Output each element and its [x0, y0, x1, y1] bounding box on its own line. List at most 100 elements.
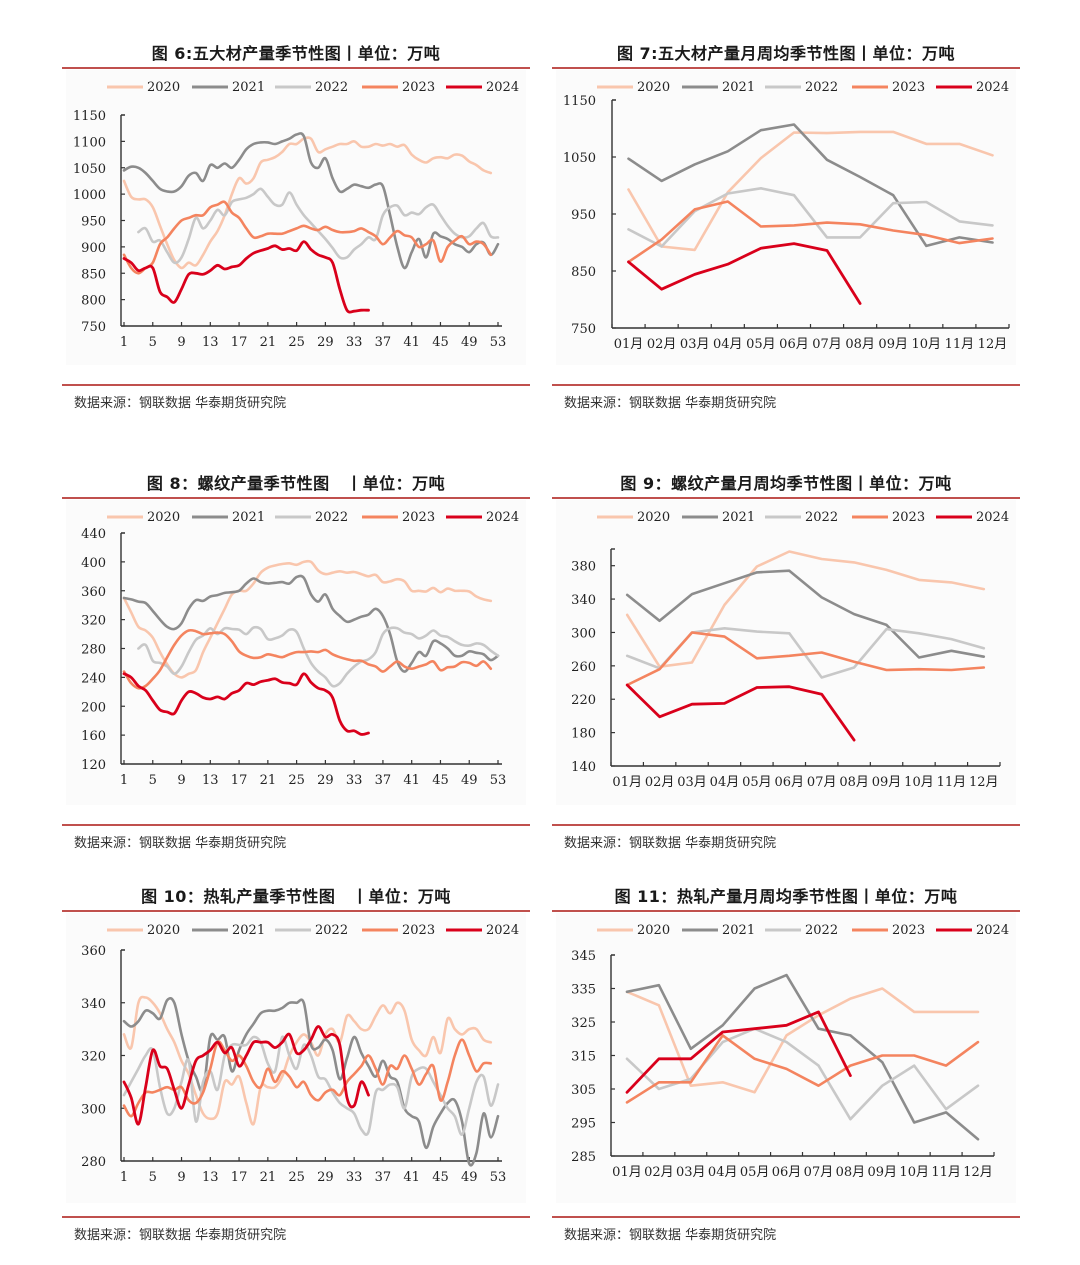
- x-tick-label: 1: [120, 335, 128, 350]
- source-note: 数据来源：钢联数据 华泰期货研究院: [564, 1228, 777, 1243]
- x-tick-label: 08月: [839, 775, 869, 790]
- series-line-2022: [627, 187, 994, 248]
- y-tick-label: 950: [81, 215, 106, 230]
- series-line-2024: [122, 1025, 370, 1126]
- legend-item-2023: 2023: [852, 923, 925, 938]
- legend-label: 2024: [976, 80, 1009, 95]
- y-tick-label: 1050: [73, 162, 106, 177]
- legend-item-2022: 2022: [765, 923, 838, 938]
- series-line-2023: [627, 200, 994, 264]
- series-line-2020: [627, 130, 994, 252]
- plot-background: [66, 913, 526, 1203]
- chart-title: 图 9：螺纹产量月周均季节性图丨单位：万吨: [620, 474, 952, 493]
- x-tick-label: 06月: [779, 337, 809, 352]
- legend-label: 2021: [232, 923, 265, 938]
- y-tick-label: 360: [81, 944, 106, 959]
- x-tick-label: 5: [149, 1170, 157, 1185]
- legend-label: 2022: [805, 80, 838, 95]
- x-tick-label: 53: [490, 773, 507, 788]
- legend-item-2021: 2021: [682, 80, 755, 95]
- y-tick-label: 345: [571, 949, 596, 964]
- legend-label: 2020: [637, 510, 670, 525]
- y-tick-label: 800: [81, 294, 106, 309]
- legend: 2020 2021 2022 2023 2024: [597, 923, 1009, 938]
- legend-label: 2023: [892, 510, 925, 525]
- axes: 750 850 950 1050 1150 01月 02月 03月 04月 05月 06月 07月 08…: [563, 94, 1010, 352]
- legend-item-2022: 2022: [765, 80, 838, 95]
- x-tick-label: 49: [461, 335, 478, 350]
- x-tick-label: 02月: [647, 337, 677, 352]
- x-tick-label: 07月: [812, 337, 842, 352]
- x-tick-label: 10月: [912, 337, 942, 352]
- legend-item-2024: 2024: [446, 510, 519, 525]
- x-tick-label: 33: [346, 335, 363, 350]
- x-tick-label: 08月: [836, 1165, 866, 1180]
- x-tick-label: 03月: [677, 775, 707, 790]
- x-tick-label: 04月: [713, 337, 743, 352]
- legend-label: 2020: [637, 923, 670, 938]
- x-tick-label: 11月: [931, 1165, 961, 1180]
- legend-item-2024: 2024: [446, 923, 519, 938]
- y-tick-label: 240: [81, 671, 106, 686]
- legend-label: 2024: [486, 923, 519, 938]
- legend-item-2020: 2020: [107, 80, 180, 95]
- source-divider: [62, 384, 530, 386]
- legend-label: 2021: [232, 510, 265, 525]
- source-divider: [552, 824, 1020, 826]
- legend-item-2020: 2020: [107, 923, 180, 938]
- legend-label: 2021: [722, 923, 755, 938]
- legend-label: 2020: [147, 923, 180, 938]
- legend-item-2023: 2023: [852, 510, 925, 525]
- x-tick-label: 13: [202, 1170, 219, 1185]
- y-tick-label: 160: [81, 729, 106, 744]
- y-tick-label: 305: [571, 1083, 596, 1098]
- legend-label: 2022: [315, 510, 348, 525]
- x-tick-label: 25: [288, 335, 305, 350]
- legend-item-2020: 2020: [597, 80, 670, 95]
- x-tick-label: 12月: [978, 337, 1008, 352]
- series-line-2023: [122, 628, 493, 690]
- legend-item-2024: 2024: [446, 80, 519, 95]
- series-line-2021: [122, 996, 500, 1167]
- legend-label: 2023: [402, 80, 435, 95]
- x-tick-label: 37: [375, 773, 392, 788]
- x-tick-label: 21: [260, 1170, 277, 1185]
- x-tick-label: 06月: [775, 775, 805, 790]
- x-tick-label: 09月: [878, 337, 908, 352]
- y-tick-label: 850: [571, 265, 596, 280]
- y-tick-label: 140: [571, 760, 596, 775]
- x-tick-label: 37: [375, 1170, 392, 1185]
- axes: 120 160 200 240 280 320 360 400 440 1 5 9 13 17 21 25 29…: [81, 527, 506, 788]
- y-tick-label: 400: [81, 556, 106, 571]
- chart-title: 图 6:五大材产量季节性图丨单位：万吨: [151, 44, 441, 63]
- x-tick-label: 33: [346, 1170, 363, 1185]
- legend-item-2023: 2023: [362, 80, 435, 95]
- title-divider: [62, 910, 530, 912]
- x-tick-label: 21: [260, 335, 277, 350]
- legend-label: 2022: [805, 923, 838, 938]
- x-tick-label: 03月: [676, 1165, 706, 1180]
- x-tick-label: 53: [490, 335, 507, 350]
- y-tick-label: 440: [81, 527, 106, 542]
- legend-item-2023: 2023: [852, 80, 925, 95]
- source-divider: [552, 384, 1020, 386]
- x-tick-label: 29: [317, 1170, 334, 1185]
- x-tick-label: 05月: [740, 1165, 770, 1180]
- series-line-2022: [625, 1027, 980, 1121]
- legend-item-2021: 2021: [192, 80, 265, 95]
- x-tick-label: 25: [288, 1170, 305, 1185]
- title-divider: [552, 497, 1020, 499]
- x-tick-label: 5: [149, 773, 157, 788]
- legend-item-2021: 2021: [682, 923, 755, 938]
- y-tick-label: 360: [81, 585, 106, 600]
- series-line-2020: [122, 136, 493, 270]
- y-tick-label: 280: [81, 643, 106, 658]
- y-tick-label: 1000: [73, 188, 106, 203]
- x-tick-label: 49: [461, 773, 478, 788]
- chart-panel-fig10: 图 10：热轧产量季节性图 丨单位：万吨 2020 2021 2022 2023 202…: [62, 883, 530, 1253]
- legend-label: 2022: [315, 923, 348, 938]
- legend-item-2024: 2024: [936, 510, 1009, 525]
- y-tick-label: 340: [81, 997, 106, 1012]
- legend-item-2022: 2022: [275, 923, 348, 938]
- series-line-2020: [122, 559, 493, 679]
